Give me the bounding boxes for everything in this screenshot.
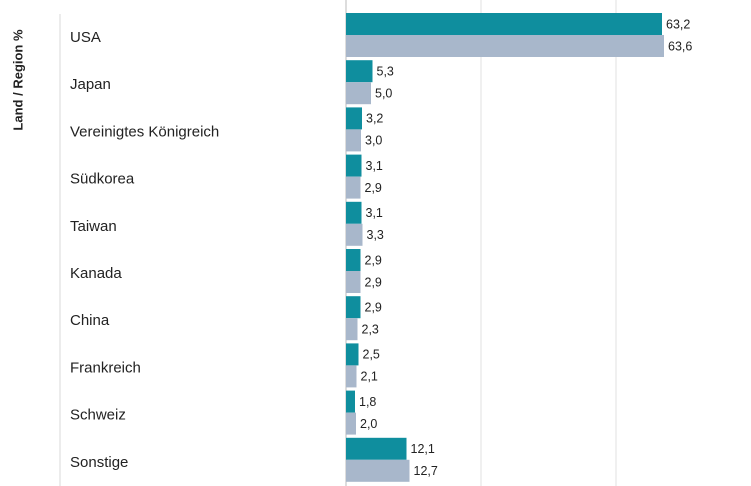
value-label: 63,2 [666, 17, 690, 31]
value-label: 12,7 [414, 464, 438, 478]
bar [346, 201, 362, 224]
bar [346, 249, 361, 271]
bar [346, 35, 664, 57]
value-label: 2,5 [363, 348, 380, 362]
axis-title: Land / Region % [10, 29, 25, 131]
value-label: 1,8 [359, 395, 376, 409]
bar [346, 318, 358, 341]
value-label: 12,1 [411, 442, 435, 456]
category-label: Südkorea [70, 171, 135, 188]
bar [346, 13, 662, 35]
bar [346, 129, 361, 152]
value-label: 5,3 [377, 64, 394, 78]
category-label: Taiwan [70, 218, 117, 235]
category-label: Japan [70, 76, 111, 93]
bar [346, 60, 373, 83]
category-label: Frankreich [70, 359, 141, 376]
category-label: Schweiz [70, 407, 126, 424]
category-label: China [70, 312, 110, 329]
value-label: 3,1 [366, 206, 383, 220]
category-label: Sonstige [70, 454, 128, 471]
value-label: 2,1 [361, 370, 378, 384]
bar [346, 154, 362, 177]
value-label: 63,6 [668, 39, 692, 53]
category-label: Vereinigtes Königreich [70, 123, 219, 140]
bar [346, 107, 362, 130]
value-label: 2,9 [365, 275, 382, 289]
value-label: 2,9 [365, 300, 382, 314]
bar [346, 82, 371, 105]
bar [346, 459, 410, 482]
value-label: 3,3 [367, 228, 384, 242]
value-label: 2,9 [365, 181, 382, 195]
bar [346, 176, 361, 199]
bar [346, 412, 356, 435]
bar [346, 271, 361, 293]
bar [346, 365, 357, 388]
category-label: Kanada [70, 265, 122, 282]
bar [346, 296, 361, 319]
bar [346, 437, 407, 460]
value-label: 3,2 [366, 112, 383, 126]
value-label: 3,0 [365, 134, 382, 148]
value-label: 2,9 [365, 253, 382, 267]
bar [346, 390, 355, 413]
value-label: 3,1 [366, 159, 383, 173]
value-label: 2,0 [360, 417, 377, 431]
value-label: 5,0 [375, 86, 392, 100]
bar [346, 223, 363, 246]
value-label: 2,3 [362, 322, 379, 336]
bar [346, 343, 359, 366]
category-label: USA [70, 29, 101, 46]
